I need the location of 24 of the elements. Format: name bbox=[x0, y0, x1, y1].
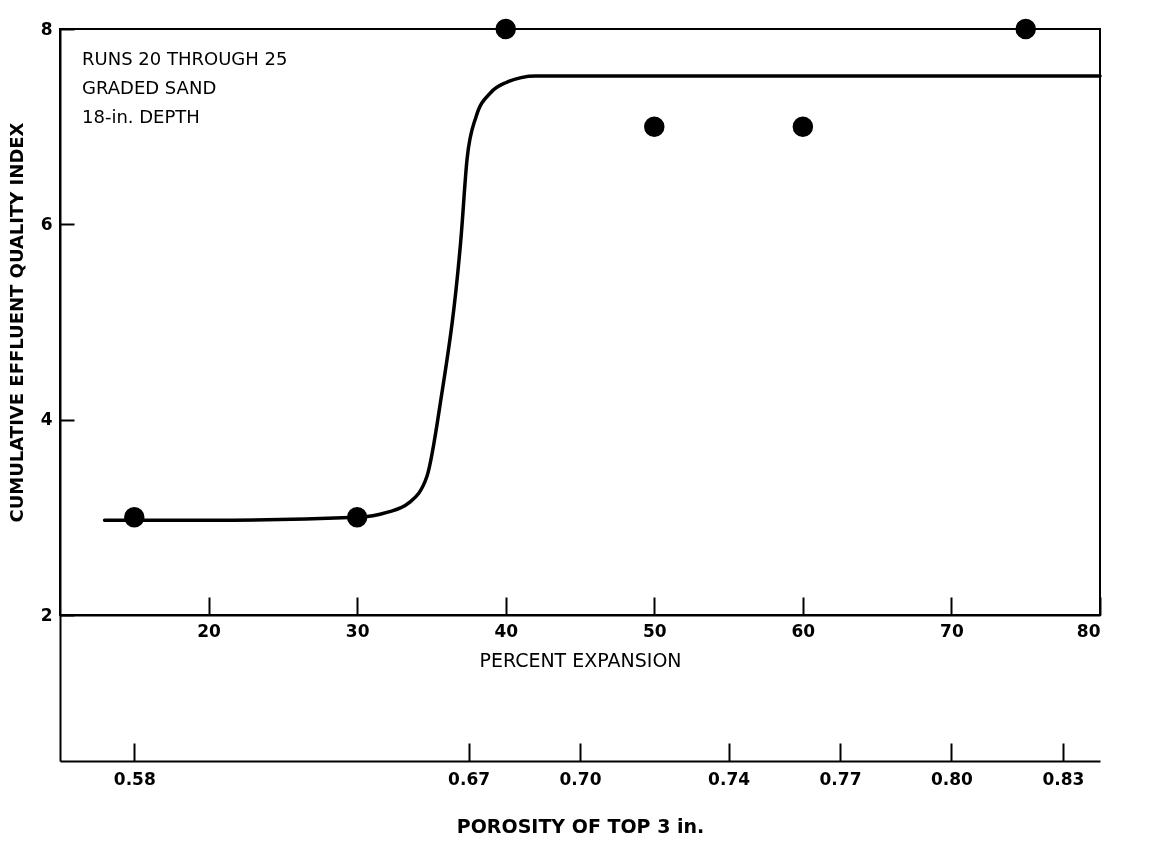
x-tick-label: 40 bbox=[494, 620, 519, 641]
x2-tick-label: 0.83 bbox=[1042, 768, 1085, 789]
y-tick-label: 6 bbox=[40, 213, 53, 234]
x2-tick-label: 0.80 bbox=[930, 768, 974, 789]
x2-tick-label: 0.67 bbox=[448, 768, 491, 789]
annotation: 18-in. DEPTH bbox=[82, 106, 200, 127]
x2-tick-label: 0.58 bbox=[113, 768, 156, 789]
x-tick-label: 20 bbox=[197, 620, 222, 641]
x2-tick-label: 0.77 bbox=[819, 768, 862, 789]
x-tick-label: 60 bbox=[791, 620, 816, 641]
x-tick-label: 50 bbox=[642, 620, 667, 641]
y-tick-label: 4 bbox=[40, 409, 53, 430]
x2-tick-label: 0.70 bbox=[559, 768, 602, 789]
y-tick-label: 8 bbox=[40, 18, 53, 39]
annotation: GRADED SAND bbox=[82, 77, 217, 98]
x-tick-label: 70 bbox=[940, 620, 964, 641]
x2-axis-title: POROSITY OF TOP 3 in. bbox=[456, 814, 705, 837]
annotation: RUNS 20 THROUGH 25 bbox=[82, 48, 288, 69]
y-axis-title: CUMULATIVE EFFLUENT QUALITY INDEX bbox=[5, 122, 27, 523]
y-tick-label: 2 bbox=[40, 604, 53, 625]
x2-tick-label: 0.74 bbox=[708, 768, 751, 789]
x-tick-label: 80 bbox=[1076, 620, 1101, 641]
x-axis-title: PERCENT EXPANSION bbox=[479, 648, 682, 671]
x-tick-label: 30 bbox=[345, 620, 370, 641]
